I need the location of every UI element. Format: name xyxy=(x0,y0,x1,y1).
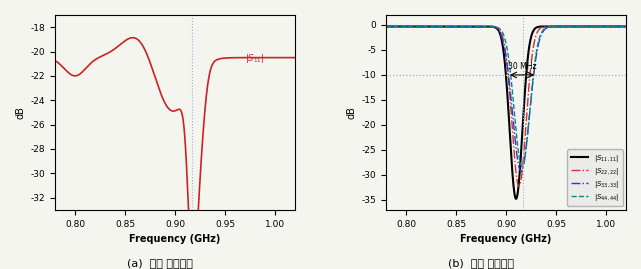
Y-axis label: dB: dB xyxy=(346,106,356,119)
Text: $|S_{11}|$: $|S_{11}|$ xyxy=(245,52,265,65)
X-axis label: Frequency (GHz): Frequency (GHz) xyxy=(129,234,221,244)
X-axis label: Frequency (GHz): Frequency (GHz) xyxy=(460,234,552,244)
Text: (a)  송신 반사손실: (a) 송신 반사손실 xyxy=(128,258,193,268)
Y-axis label: dB: dB xyxy=(15,106,25,119)
Text: (b)  수신 반사손실: (b) 수신 반사손실 xyxy=(448,258,513,268)
Text: 30 MHz: 30 MHz xyxy=(508,62,537,71)
Legend: $|S_{11,11}|$, $|S_{22,22}|$, $|S_{33,33}|$, $|S_{44,44}|$: $|S_{11,11}|$, $|S_{22,22}|$, $|S_{33,33… xyxy=(567,149,622,206)
